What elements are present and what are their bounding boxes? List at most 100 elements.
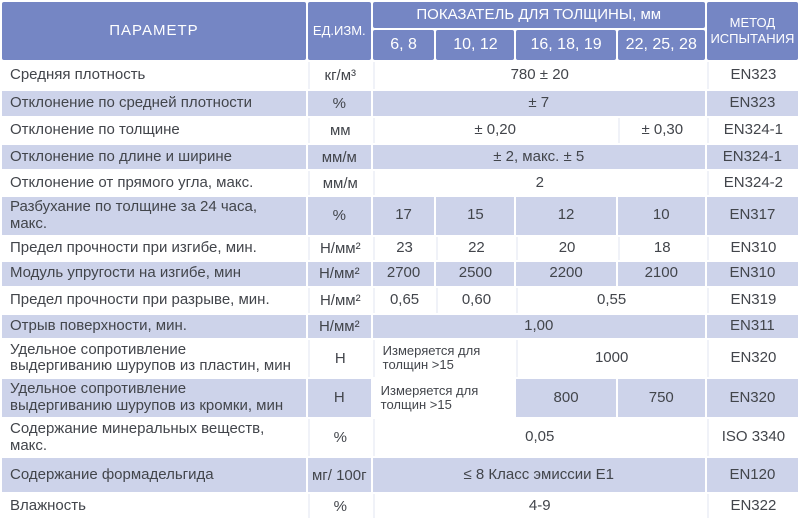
value-cell: 2200 bbox=[516, 261, 616, 286]
unit-cell: % bbox=[307, 197, 371, 235]
unit-cell: % bbox=[307, 494, 371, 519]
table-row: Отрыв поверхности, мин. Н/мм² 1,00 EN311 bbox=[2, 314, 798, 338]
method-cell: EN323 bbox=[706, 91, 798, 116]
method-cell: EN320 bbox=[706, 379, 798, 417]
method-cell: EN324-1 bbox=[706, 118, 798, 143]
param-cell: Отклонение по длине и ширине bbox=[2, 145, 306, 169]
value-cell: 0,65 bbox=[372, 287, 435, 313]
value-cell: 2 bbox=[372, 171, 705, 195]
method-cell: EN310 bbox=[706, 236, 798, 260]
value-cell: 0,55 bbox=[516, 287, 705, 313]
param-cell: Отклонение по средней плотности bbox=[2, 91, 306, 116]
table-row: Содержание минеральных веществ, макс. % … bbox=[2, 418, 798, 457]
method-cell: EN319 bbox=[706, 287, 798, 313]
param-cell: Содержание формадельгида bbox=[2, 458, 306, 493]
value-cell: ± 0,30 bbox=[617, 118, 705, 143]
value-cell: 18 bbox=[617, 236, 705, 260]
param-cell: Удельное сопротивление выдергиванию шуру… bbox=[2, 379, 306, 417]
value-cell: 23 bbox=[372, 236, 435, 260]
table-row: Разбухание по толщине за 24 часа, макс. … bbox=[2, 197, 798, 235]
value-cell: 2500 bbox=[436, 261, 515, 286]
table-row: Предел прочности при изгибе, мин. Н/мм² … bbox=[2, 236, 798, 260]
table-row: Модуль упругости на изгибе, мин Н/мм² 27… bbox=[2, 261, 798, 286]
value-cell: 2700 bbox=[372, 261, 435, 286]
param-cell: Отклонение по толщине bbox=[2, 118, 306, 143]
param-cell: Предел прочности при разрыве, мин. bbox=[2, 287, 306, 313]
method-cell: EN120 bbox=[706, 458, 798, 493]
table-row: Средняя плотность кг/м³ 780 ± 20 EN323 bbox=[2, 62, 798, 89]
unit-cell: мм/м bbox=[307, 145, 371, 169]
method-cell: EN311 bbox=[706, 314, 798, 338]
table-row: Предел прочности при разрыве, мин. Н/мм²… bbox=[2, 287, 798, 313]
unit-header: ЕД.ИЗМ. bbox=[307, 2, 371, 60]
unit-cell: Н/мм² bbox=[307, 314, 371, 338]
param-cell: Влажность bbox=[2, 494, 306, 519]
value-cell: 0,60 bbox=[436, 287, 515, 313]
method-cell: EN324-1 bbox=[706, 145, 798, 169]
method-cell: EN310 bbox=[706, 261, 798, 286]
unit-cell: % bbox=[307, 418, 371, 457]
unit-cell: Н/мм² bbox=[307, 287, 371, 313]
table-row: Отклонение по средней плотности % ± 7 EN… bbox=[2, 91, 798, 116]
method-cell: EN317 bbox=[706, 197, 798, 235]
table-row: Удельное сопротивление выдергиванию шуру… bbox=[2, 379, 798, 417]
table-header-row: 6, 8 10, 12 16, 18, 19 22, 25, 28 bbox=[2, 30, 798, 60]
value-cell: ± 2, макс. ± 5 bbox=[372, 145, 705, 169]
value-cell: 800 bbox=[516, 379, 616, 417]
table-row: Отклонение по толщине мм ± 0,20 ± 0,30 E… bbox=[2, 118, 798, 143]
value-cell: 4-9 bbox=[372, 494, 705, 519]
value-cell: 20 bbox=[516, 236, 616, 260]
method-cell: EN320 bbox=[706, 339, 798, 378]
unit-cell: мм bbox=[307, 118, 371, 143]
thickness-col-header: 16, 18, 19 bbox=[516, 30, 616, 60]
table-row: Содержание формадельгида мг/ 100г ≤ 8 Кл… bbox=[2, 458, 798, 493]
thickness-col-header: 6, 8 bbox=[372, 30, 435, 60]
param-cell: Содержание минеральных веществ, макс. bbox=[2, 418, 306, 457]
thickness-col-header: 10, 12 bbox=[436, 30, 515, 60]
unit-cell: мм/м bbox=[307, 171, 371, 195]
value-cell: ± 7 bbox=[372, 91, 705, 116]
note-cell: Измеряется для толщин >15 bbox=[372, 339, 515, 378]
table-row: Влажность % 4-9 EN322 bbox=[2, 494, 798, 519]
value-cell: 17 bbox=[372, 197, 435, 235]
unit-cell: мг/ 100г bbox=[307, 458, 371, 493]
param-cell: Отрыв поверхности, мин. bbox=[2, 314, 306, 338]
param-cell: Предел прочности при изгибе, мин. bbox=[2, 236, 306, 260]
table-row: Удельное сопротивление выдергиванию шуру… bbox=[2, 339, 798, 378]
note-cell: Измеряется для толщин >15 bbox=[372, 379, 515, 417]
table-row: Отклонение по длине и ширине мм/м ± 2, м… bbox=[2, 145, 798, 169]
value-cell: 12 bbox=[516, 197, 616, 235]
unit-cell: кг/м³ bbox=[307, 62, 371, 89]
unit-cell: % bbox=[307, 91, 371, 116]
param-cell: Отклонение от прямого угла, макс. bbox=[2, 171, 306, 195]
unit-cell: Н bbox=[307, 379, 371, 417]
method-cell: EN324-2 bbox=[706, 171, 798, 195]
param-cell: Разбухание по толщине за 24 часа, макс. bbox=[2, 197, 306, 235]
value-cell: ± 0,20 bbox=[372, 118, 616, 143]
value-cell: ≤ 8 Класс эмиссии Е1 bbox=[372, 458, 705, 493]
thickness-col-header: 22, 25, 28 bbox=[617, 30, 705, 60]
table-header-row: ПАРАМЕТР ЕД.ИЗМ. ПОКАЗАТЕЛЬ ДЛЯ ТОЛЩИНЫ,… bbox=[2, 2, 798, 60]
value-cell: 750 bbox=[617, 379, 705, 417]
value-cell: 0,05 bbox=[372, 418, 705, 457]
param-cell: Средняя плотность bbox=[2, 62, 306, 89]
param-cell: Удельное сопротивление выдергиванию шуру… bbox=[2, 339, 306, 378]
method-cell: ISO 3340 bbox=[706, 418, 798, 457]
value-cell: 780 ± 20 bbox=[372, 62, 705, 89]
unit-cell: Н bbox=[307, 339, 371, 378]
param-header: ПАРАМЕТР bbox=[2, 2, 306, 60]
unit-cell: Н/мм² bbox=[307, 236, 371, 260]
value-cell: 2100 bbox=[617, 261, 705, 286]
thickness-group-header: ПОКАЗАТЕЛЬ ДЛЯ ТОЛЩИНЫ, мм bbox=[372, 2, 705, 28]
value-cell: 15 bbox=[436, 197, 515, 235]
value-cell: 1,00 bbox=[372, 314, 705, 338]
value-cell: 10 bbox=[617, 197, 705, 235]
method-header: МЕТОД ИСПЫТАНИЯ bbox=[706, 2, 798, 60]
value-cell: 22 bbox=[436, 236, 515, 260]
param-cell: Модуль упругости на изгибе, мин bbox=[2, 261, 306, 286]
method-cell: EN323 bbox=[706, 62, 798, 89]
method-cell: EN322 bbox=[706, 494, 798, 519]
value-cell: 1000 bbox=[516, 339, 705, 378]
table-row: Отклонение от прямого угла, макс. мм/м 2… bbox=[2, 171, 798, 195]
